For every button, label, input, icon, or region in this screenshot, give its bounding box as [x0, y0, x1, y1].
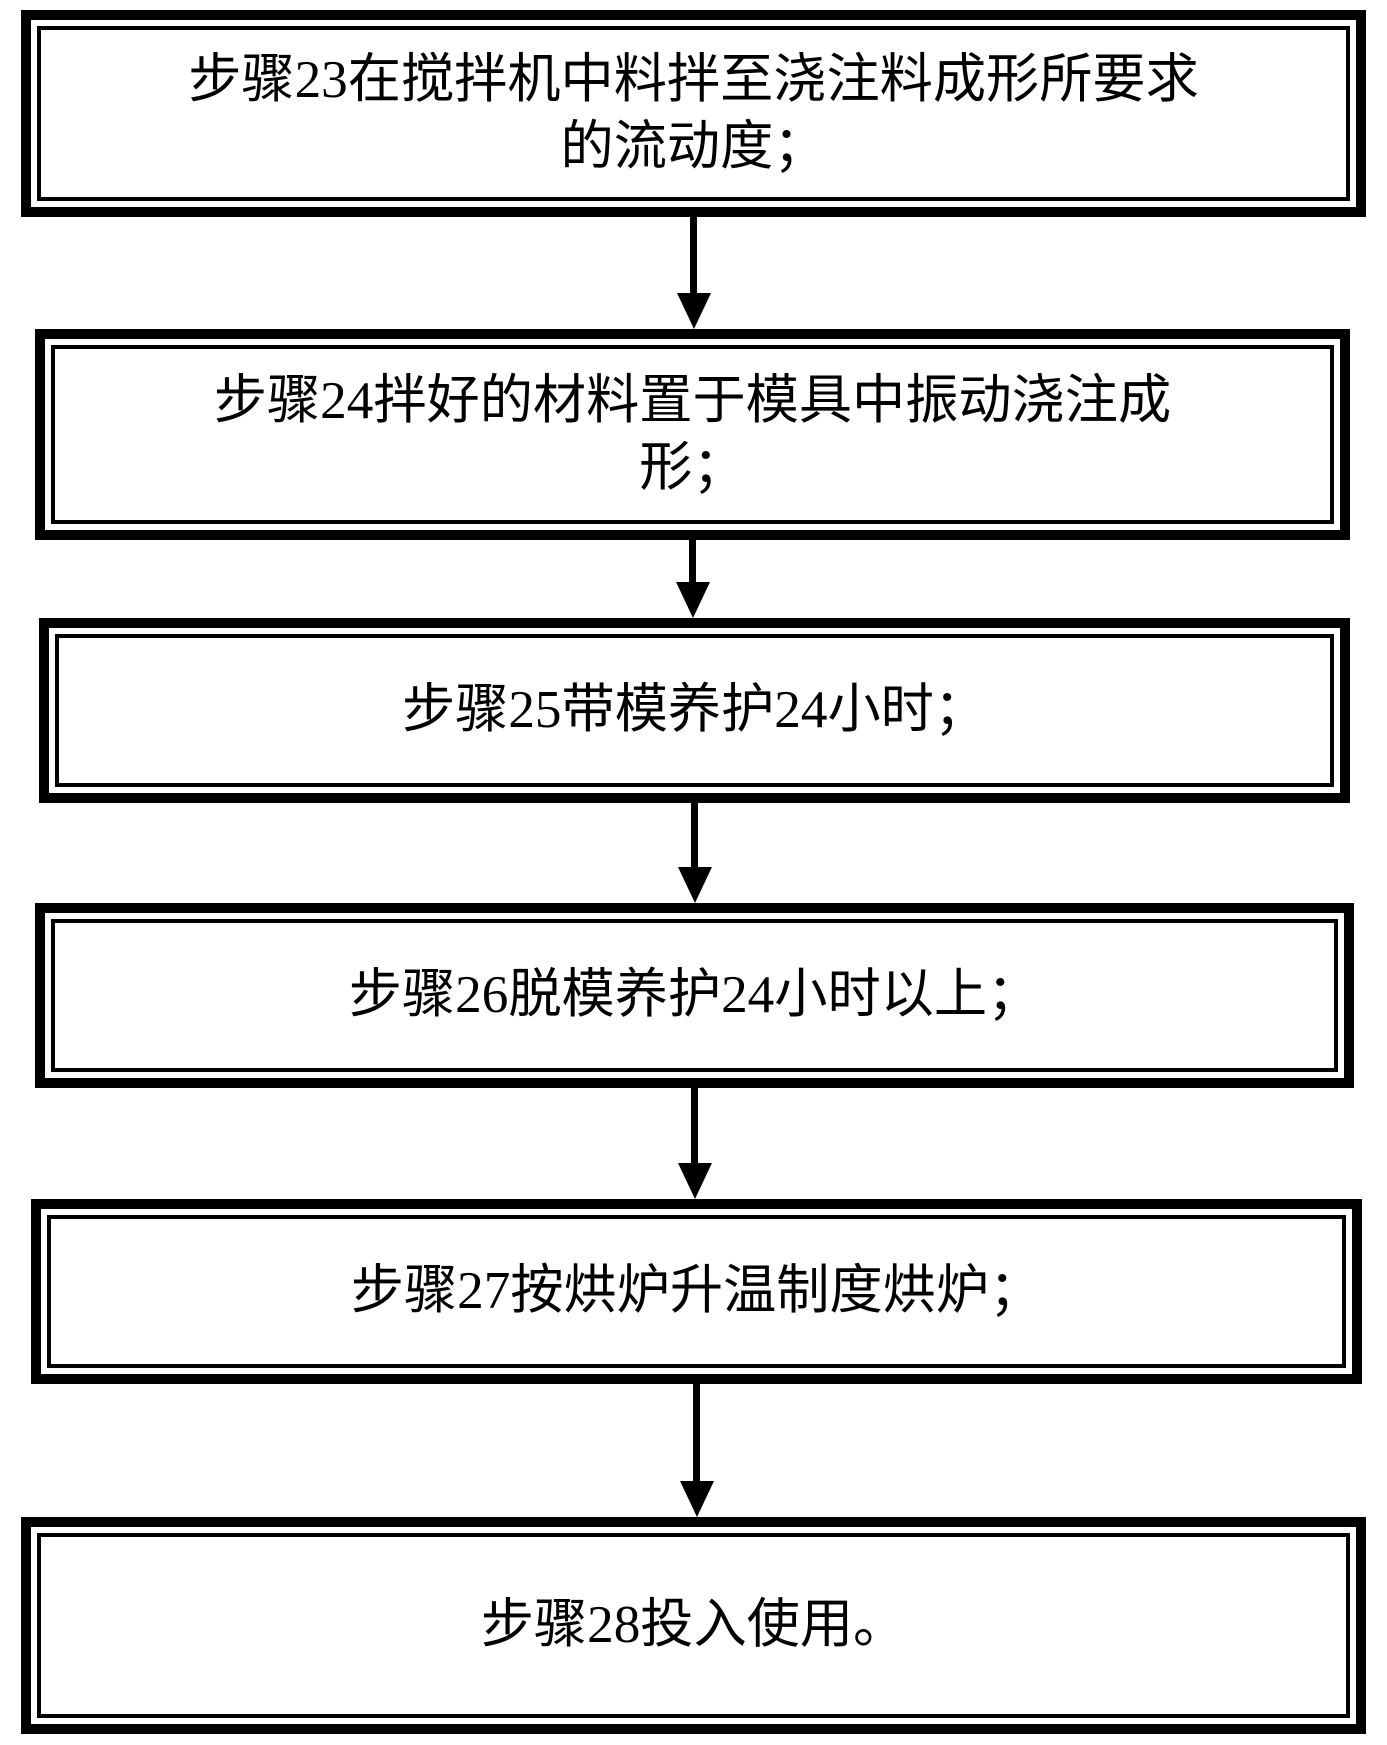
arrow-head-icon	[676, 582, 710, 618]
flow-node-n26: 步骤26脱模养护24小时以上；	[35, 903, 1354, 1088]
flow-node-n28: 步骤28投入使用。	[21, 1517, 1366, 1734]
arrow-line	[691, 1088, 698, 1163]
flow-node-n24: 步骤24拌好的材料置于模具中振动浇注成 形；	[35, 329, 1350, 540]
flow-node-label: 步骤26脱模养护24小时以上；	[349, 962, 1040, 1029]
flow-node-label: 步骤25带模养护24小时；	[402, 677, 987, 744]
flow-node-label: 步骤23在搅拌机中料拌至浇注料成形所要求 的流动度；	[188, 47, 1199, 180]
arrow-line	[690, 217, 697, 293]
flowchart-canvas: 步骤23在搅拌机中料拌至浇注料成形所要求 的流动度； 步骤24拌好的材料置于模具中…	[0, 0, 1387, 1745]
flow-node-label: 步骤27按烘炉升温制度烘炉；	[351, 1258, 1042, 1325]
flow-node-label: 步骤28投入使用。	[481, 1592, 907, 1659]
arrow-head-icon	[677, 293, 711, 329]
flow-node-label: 步骤24拌好的材料置于模具中振动浇注成 形；	[214, 368, 1171, 501]
flow-node-n27: 步骤27按烘炉升温制度烘炉；	[31, 1199, 1362, 1384]
arrow-line	[693, 1384, 700, 1481]
arrow-head-icon	[680, 1481, 714, 1517]
flow-node-n25: 步骤25带模养护24小时；	[39, 618, 1350, 803]
arrow-line	[691, 803, 698, 867]
flow-node-n23: 步骤23在搅拌机中料拌至浇注料成形所要求 的流动度；	[21, 10, 1366, 217]
arrow-head-icon	[678, 867, 712, 903]
arrow-head-icon	[678, 1163, 712, 1199]
arrow-line	[689, 540, 696, 582]
